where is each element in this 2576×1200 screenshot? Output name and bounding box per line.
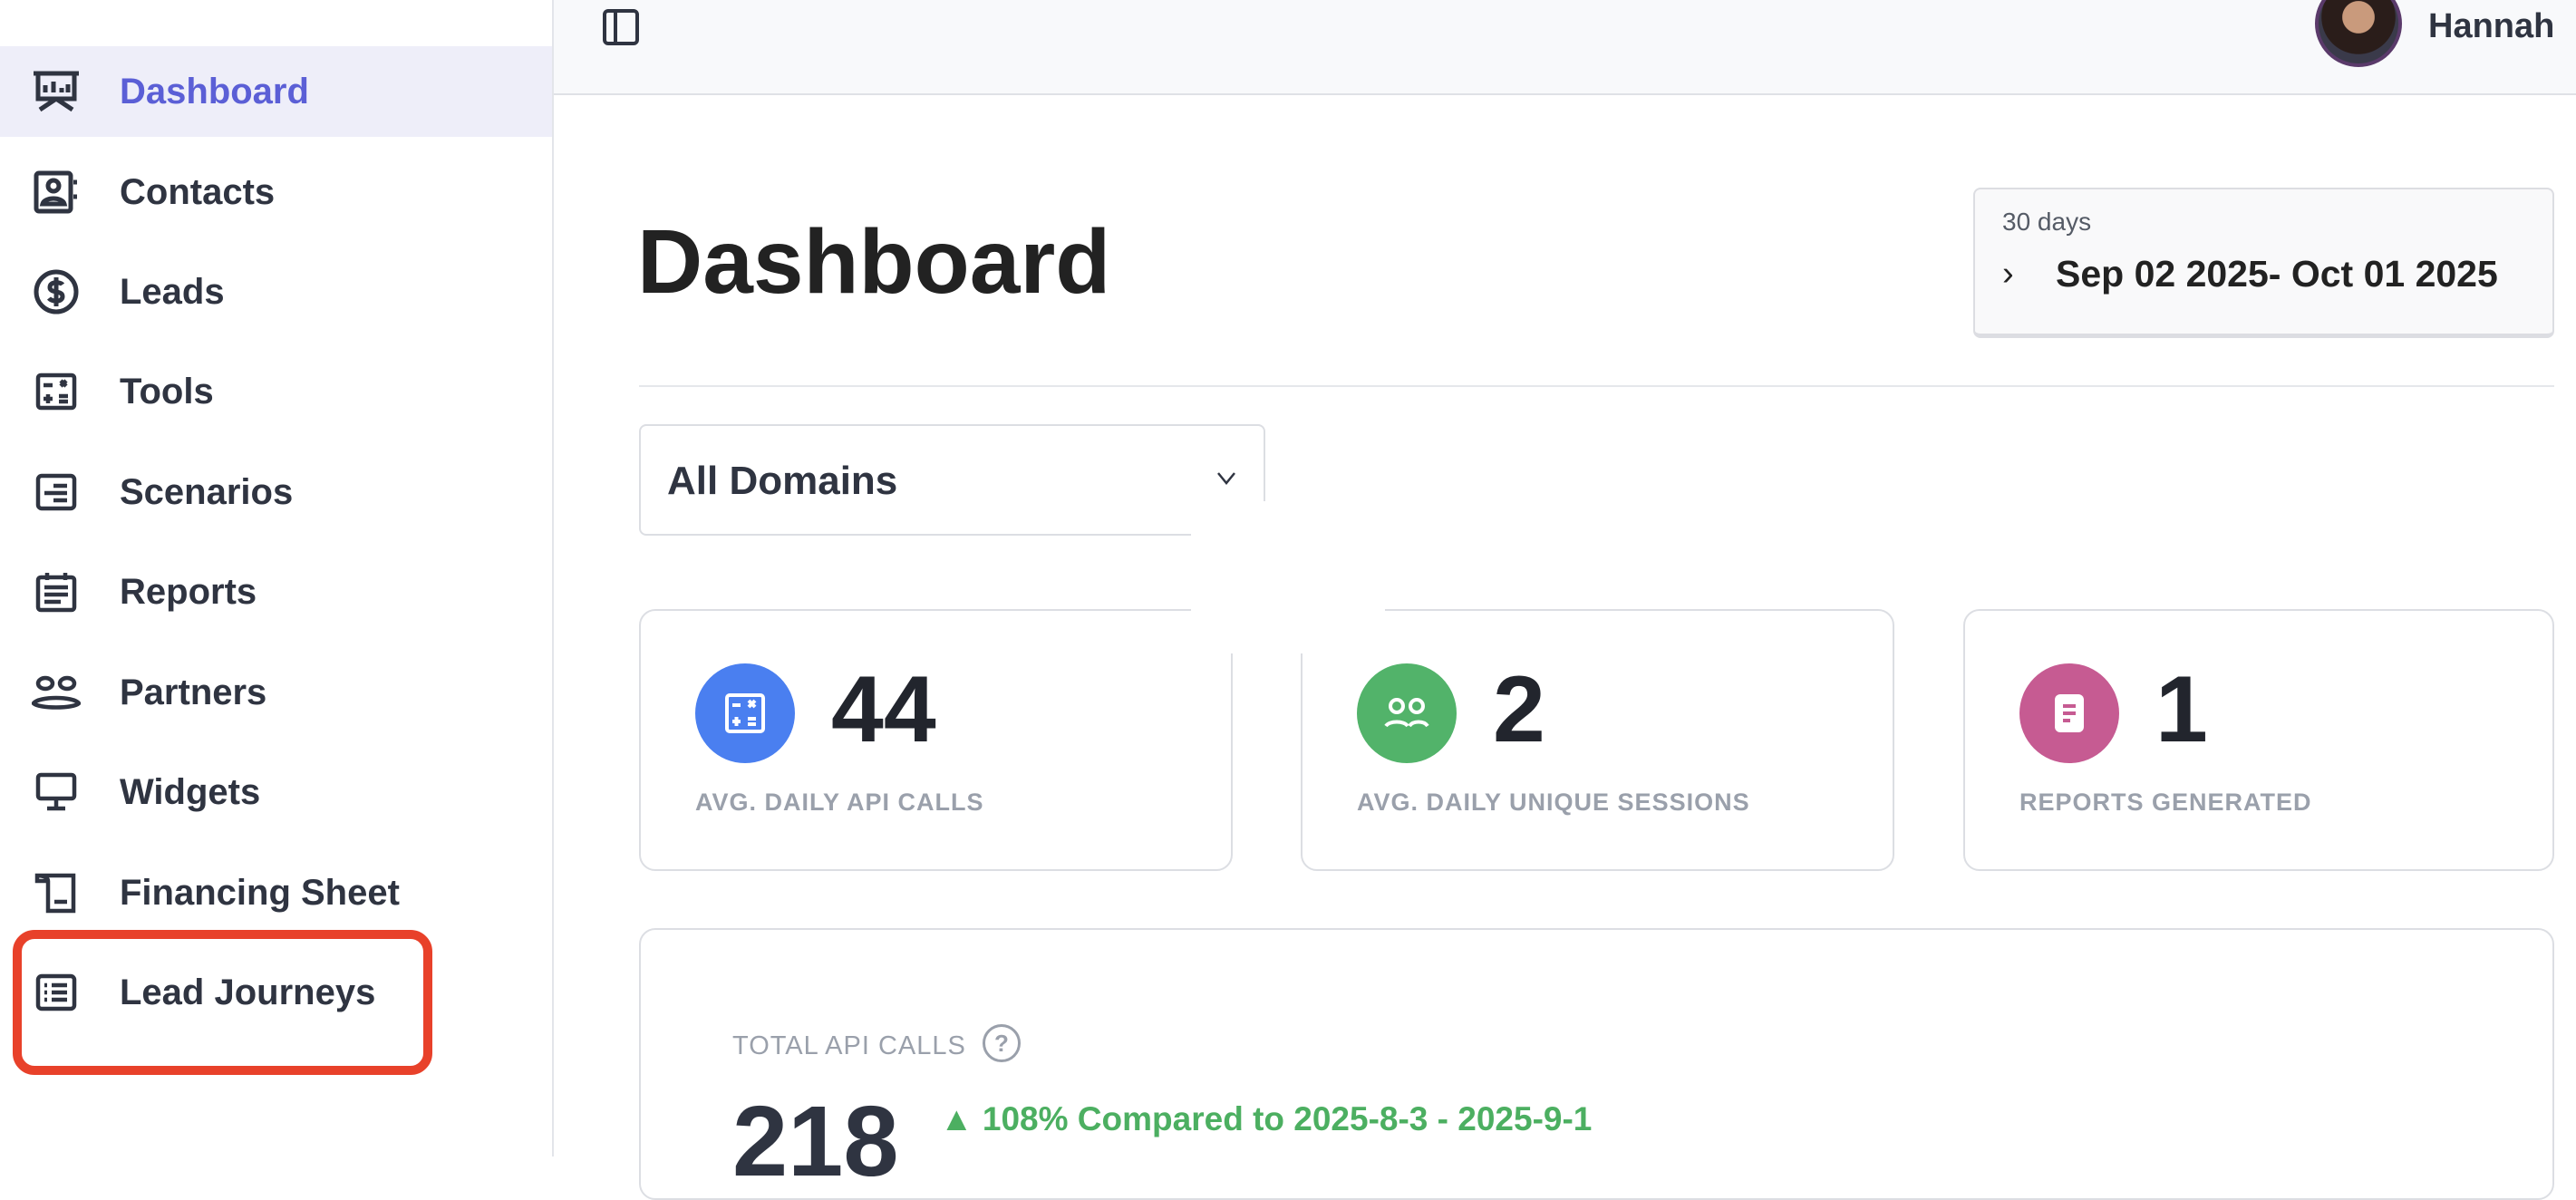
highlight-box <box>13 930 432 1075</box>
sidebar-item-leads[interactable]: Leads <box>0 247 552 337</box>
presentation-chart-icon <box>31 66 82 117</box>
stat-label: REPORTS GENERATED <box>2019 789 2312 816</box>
date-range: Sep 02 2025- Oct 01 2025 <box>2056 253 2498 295</box>
total-api-calls-card: TOTAL API CALLS ? 218 ▲ 108% Compared to… <box>639 928 2554 1200</box>
sidebar-item-scenarios[interactable]: Scenarios <box>0 447 552 537</box>
sidebar-item-widgets[interactable]: Widgets <box>0 747 552 837</box>
domain-select-value: All Domains <box>667 459 898 503</box>
chevron-down-icon <box>1217 472 1235 485</box>
sidebar-item-partners[interactable]: Partners <box>0 647 552 738</box>
user-name[interactable]: Hannah <box>2428 7 2555 45</box>
stat-value: 1 <box>2155 657 2208 762</box>
domain-select[interactable]: All Domains <box>639 424 1265 536</box>
date-range-picker[interactable]: 30 days › Sep 02 2025- Oct 01 2025 <box>1973 188 2554 338</box>
divider <box>639 385 2554 387</box>
users-icon <box>31 667 82 718</box>
stat-card-api-calls: 44 AVG. DAILY API CALLS <box>639 609 1233 871</box>
sidebar: Dashboard Contacts Leads Tools Scenarios… <box>0 0 554 1156</box>
stat-card-sessions: 2 AVG. DAILY UNIQUE SESSIONS <box>1301 609 1894 871</box>
help-icon[interactable]: ? <box>983 1024 1021 1062</box>
scroll-icon <box>31 867 82 918</box>
sidebar-item-reports[interactable]: Reports <box>0 547 552 637</box>
page-title: Dashboard <box>637 211 1111 313</box>
contact-book-icon <box>31 167 82 218</box>
document-icon <box>2019 663 2119 763</box>
report-icon <box>31 566 82 617</box>
monitor-icon <box>31 767 82 818</box>
stat-label: AVG. DAILY API CALLS <box>695 789 984 816</box>
topbar <box>554 0 2576 95</box>
dollar-circle-icon <box>31 266 82 317</box>
sidebar-toggle-icon[interactable] <box>601 7 641 47</box>
list-icon <box>31 967 82 1018</box>
stat-value: 44 <box>831 657 936 762</box>
stat-label: AVG. DAILY UNIQUE SESSIONS <box>1357 789 1750 816</box>
calculator-icon <box>31 366 82 417</box>
stat-value: 2 <box>1493 657 1545 762</box>
overlay <box>1191 501 1385 653</box>
sidebar-item-lead-journeys[interactable]: Lead Journeys <box>0 947 552 1038</box>
total-value: 218 <box>732 1086 899 1197</box>
sidebar-item-dashboard[interactable]: Dashboard <box>0 46 552 137</box>
date-preset: 30 days <box>2002 208 2092 236</box>
chevron-right-icon: › <box>2002 255 2014 293</box>
stat-card-reports: 1 REPORTS GENERATED <box>1963 609 2554 871</box>
sidebar-item-tools[interactable]: Tools <box>0 346 552 437</box>
total-label: TOTAL API CALLS <box>732 1031 966 1060</box>
calculator-icon <box>695 663 795 763</box>
sidebar-item-financing-sheet[interactable]: Financing Sheet <box>0 847 552 938</box>
avatar[interactable] <box>2315 0 2402 67</box>
document-lines-icon <box>31 467 82 518</box>
sidebar-item-contacts[interactable]: Contacts <box>0 147 552 237</box>
users-icon <box>1357 663 1457 763</box>
comparison-text: ▲ 108% Compared to 2025-8-3 - 2025-9-1 <box>940 1100 1593 1137</box>
